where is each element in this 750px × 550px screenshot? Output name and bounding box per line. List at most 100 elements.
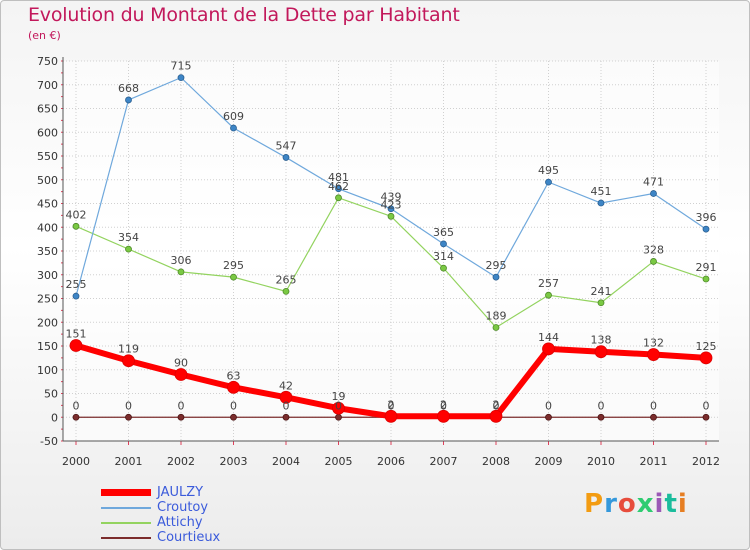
point-attichy xyxy=(492,324,500,331)
data-label-jaulzy: 2 xyxy=(493,398,500,411)
x-tick-label: 2012 xyxy=(692,455,720,468)
data-label-jaulzy: 144 xyxy=(538,331,559,344)
point-croutoy xyxy=(492,273,500,281)
point-attichy xyxy=(545,291,552,299)
point-jaulzy xyxy=(279,390,293,404)
x-tick-label: 2003 xyxy=(220,455,248,468)
point-jaulzy xyxy=(384,409,398,423)
data-label-courtieux: 0 xyxy=(493,399,500,412)
point-croutoy xyxy=(125,96,132,104)
data-label-croutoy: 715 xyxy=(171,60,192,73)
chart-subtitle: (en €) xyxy=(28,29,61,42)
data-label-attichy: 423 xyxy=(381,198,402,211)
y-tick-label: 100 xyxy=(37,364,58,377)
legend-label: Attichy xyxy=(157,515,203,530)
point-courtieux xyxy=(72,413,80,421)
y-tick-label: 400 xyxy=(37,221,58,234)
data-label-jaulzy: 132 xyxy=(643,337,664,350)
legend-swatch xyxy=(101,507,151,509)
point-jaulzy xyxy=(69,339,83,352)
point-croutoy xyxy=(440,240,447,248)
y-tick-label: 200 xyxy=(37,316,58,329)
point-croutoy xyxy=(72,292,80,300)
legend-swatch xyxy=(101,522,151,524)
y-tick-label: 450 xyxy=(37,198,58,211)
x-tick-label: 2011 xyxy=(640,455,668,468)
point-jaulzy xyxy=(699,351,713,365)
data-label-jaulzy: 125 xyxy=(696,340,717,353)
data-label-croutoy: 439 xyxy=(381,191,402,204)
point-jaulzy xyxy=(647,348,660,361)
point-attichy xyxy=(177,268,185,276)
y-tick-label: 700 xyxy=(37,79,58,92)
data-label-attichy: 295 xyxy=(223,259,244,272)
point-croutoy xyxy=(387,205,395,213)
data-label-croutoy: 481 xyxy=(328,171,349,184)
point-attichy xyxy=(597,299,605,307)
legend-label: Courtieux xyxy=(157,530,221,545)
data-label-attichy: 291 xyxy=(696,261,717,274)
point-jaulzy xyxy=(332,401,345,415)
data-label-courtieux: 0 xyxy=(178,399,185,412)
point-courtieux xyxy=(177,413,185,421)
point-courtieux xyxy=(230,413,237,421)
x-tick-label: 2001 xyxy=(115,455,143,468)
chart-title: Evolution du Montant de la Dette par Hab… xyxy=(28,4,460,26)
point-courtieux xyxy=(282,413,290,421)
point-jaulzy xyxy=(122,354,135,368)
point-croutoy xyxy=(650,190,657,197)
data-label-jaulzy: 138 xyxy=(591,334,612,347)
point-courtieux xyxy=(650,413,657,421)
data-label-jaulzy: 151 xyxy=(66,328,87,341)
data-label-attichy: 328 xyxy=(643,243,664,256)
point-attichy xyxy=(72,222,80,230)
point-jaulzy xyxy=(594,345,608,359)
data-label-croutoy: 668 xyxy=(118,82,139,95)
data-label-jaulzy: 119 xyxy=(118,343,139,356)
data-label-courtieux: 0 xyxy=(335,399,342,412)
data-label-jaulzy: 63 xyxy=(227,369,241,382)
point-attichy xyxy=(335,194,342,202)
data-label-courtieux: 0 xyxy=(73,399,80,412)
y-tick-label: 750 xyxy=(37,55,58,68)
point-attichy xyxy=(230,273,237,281)
data-label-courtieux: 0 xyxy=(283,399,290,412)
y-tick-label: 250 xyxy=(37,293,58,306)
point-attichy xyxy=(125,245,132,253)
data-label-jaulzy: 90 xyxy=(174,357,188,370)
point-courtieux xyxy=(335,413,342,421)
y-tick-label: -50 xyxy=(40,435,58,448)
point-courtieux xyxy=(545,413,552,421)
point-courtieux xyxy=(702,413,710,421)
data-label-attichy: 314 xyxy=(433,250,454,263)
data-label-courtieux: 0 xyxy=(230,399,237,412)
legend-swatch xyxy=(101,489,151,496)
data-label-croutoy: 547 xyxy=(276,139,297,152)
x-tick-label: 2006 xyxy=(377,455,405,468)
data-label-croutoy: 396 xyxy=(696,211,717,224)
legend-swatch xyxy=(101,537,151,539)
x-tick-label: 2004 xyxy=(272,455,300,468)
point-attichy xyxy=(440,264,447,272)
point-attichy xyxy=(650,258,657,265)
point-croutoy xyxy=(230,124,237,132)
point-jaulzy xyxy=(437,409,450,423)
point-attichy xyxy=(702,275,710,283)
y-tick-label: 650 xyxy=(37,103,58,116)
point-croutoy xyxy=(282,154,290,161)
x-tick-label: 2010 xyxy=(587,455,615,468)
point-jaulzy xyxy=(489,409,503,423)
data-label-jaulzy: 19 xyxy=(332,390,346,403)
point-jaulzy xyxy=(542,342,555,356)
point-croutoy xyxy=(545,178,552,186)
point-jaulzy xyxy=(227,380,240,394)
data-label-jaulzy: 42 xyxy=(279,379,293,392)
data-label-courtieux: 0 xyxy=(650,399,657,412)
data-label-croutoy: 471 xyxy=(643,176,664,189)
y-tick-label: 350 xyxy=(37,245,58,258)
point-courtieux xyxy=(597,413,605,421)
point-attichy xyxy=(282,287,290,295)
legend-label: Croutoy xyxy=(157,500,209,515)
